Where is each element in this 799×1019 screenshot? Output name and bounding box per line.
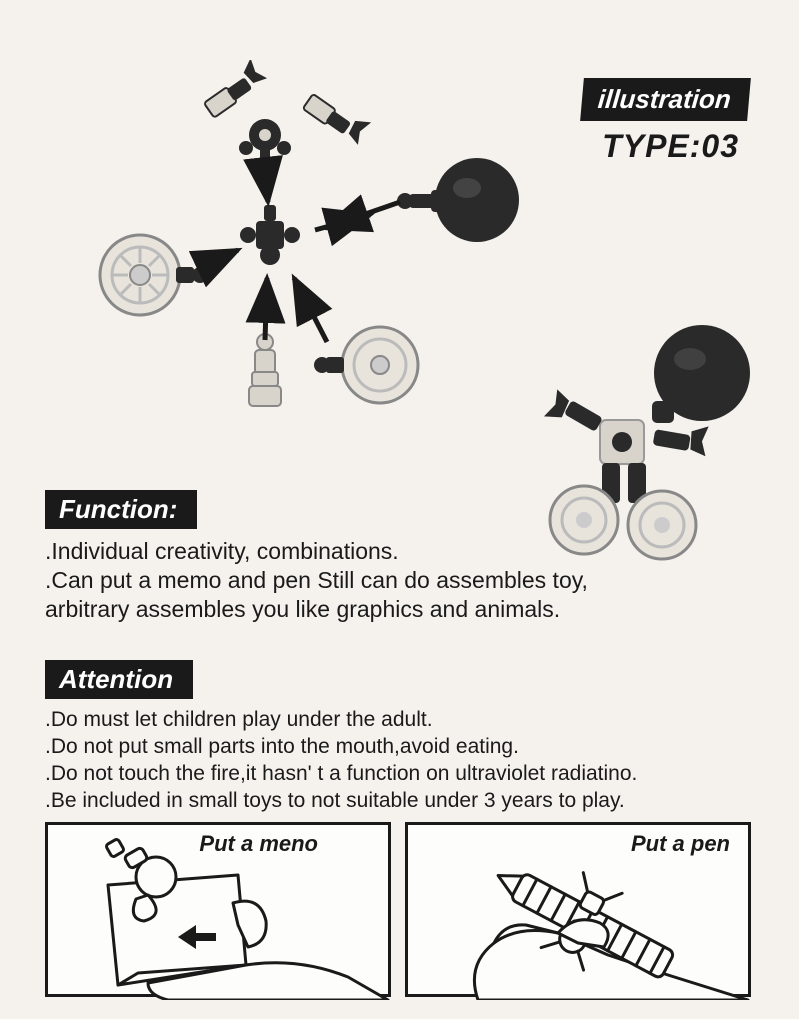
function-line: .Individual creativity, combinations. xyxy=(45,537,725,566)
assembly-diagram xyxy=(70,60,550,480)
panel-put-pen: Put a pen xyxy=(405,822,751,997)
instruction-sheet: illustration TYPE:03 xyxy=(0,0,799,1019)
attention-line: .Do not put small parts into the mouth,a… xyxy=(45,734,765,761)
panel-title: Put a meno xyxy=(199,831,318,857)
illustration-badge: illustration xyxy=(580,78,751,121)
type-label: TYPE:03 xyxy=(602,128,739,165)
function-heading: Function: xyxy=(45,490,197,529)
function-section: Function: .Individual creativity, combin… xyxy=(45,490,725,623)
function-line: .Can put a memo and pen Still can do ass… xyxy=(45,566,725,595)
panel-put-memo: Put a meno xyxy=(45,822,391,997)
attention-line: .Do must let children play under the adu… xyxy=(45,707,765,734)
attention-section: Attention .Do must let children play und… xyxy=(45,660,765,815)
function-line: arbitrary assembles you like graphics an… xyxy=(45,595,725,624)
panel-title: Put a pen xyxy=(631,831,730,857)
attention-line: .Do not touch the fire,it hasn' t a func… xyxy=(45,761,765,788)
function-text: .Individual creativity, combinations. .C… xyxy=(45,537,725,623)
attention-heading: Attention xyxy=(45,660,193,699)
attention-text: .Do must let children play under the adu… xyxy=(45,707,765,815)
attention-line: .Be included in small toys to not suitab… xyxy=(45,788,765,815)
instruction-panels: Put a meno xyxy=(45,822,751,997)
